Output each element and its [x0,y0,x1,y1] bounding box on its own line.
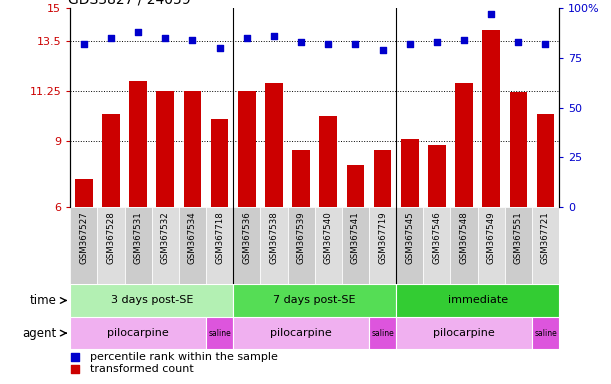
Bar [428,145,445,207]
Point [541,41,551,47]
Point [296,38,306,45]
Text: GSM367546: GSM367546 [433,211,441,264]
Text: saline: saline [371,329,394,338]
Bar [211,119,229,207]
Point [269,33,279,39]
Text: GSM367527: GSM367527 [79,211,89,264]
Bar [369,207,396,284]
Text: 7 days post-SE: 7 days post-SE [273,295,356,306]
Point [188,36,197,43]
Text: transformed count: transformed count [90,364,194,374]
Text: GSM367538: GSM367538 [269,211,279,264]
Bar [102,114,120,207]
Bar [532,207,559,284]
Bar [238,91,255,207]
Point [70,366,80,372]
Text: GDS3827 / 24059: GDS3827 / 24059 [68,0,191,7]
Text: GSM367528: GSM367528 [106,211,115,264]
Bar [396,284,559,317]
Text: GSM367551: GSM367551 [514,211,523,264]
Text: GSM367539: GSM367539 [296,211,306,264]
Text: percentile rank within the sample: percentile rank within the sample [90,352,277,362]
Point [459,36,469,43]
Bar [423,207,450,284]
Point [106,35,116,41]
Text: GSM367548: GSM367548 [459,211,469,264]
Bar [130,81,147,207]
Point [79,41,89,47]
Text: GSM367549: GSM367549 [487,211,496,264]
Point [378,46,387,53]
Bar [70,284,233,317]
Text: GSM367540: GSM367540 [324,211,333,264]
Text: pilocarpine: pilocarpine [433,328,495,338]
Text: agent: agent [23,327,57,339]
Bar [292,150,310,207]
Text: saline: saline [208,329,231,338]
Text: pilocarpine: pilocarpine [108,328,169,338]
Bar [455,83,473,207]
Bar [320,116,337,207]
Bar [206,317,233,349]
Bar [315,207,342,284]
Text: GSM367531: GSM367531 [134,211,142,264]
Text: GSM367719: GSM367719 [378,211,387,264]
Bar [346,165,364,207]
Text: GSM367721: GSM367721 [541,211,550,264]
Bar [184,91,201,207]
Bar [265,83,283,207]
Point [70,354,80,360]
Point [486,11,496,17]
Point [513,38,523,45]
Point [351,41,360,47]
Text: time: time [30,294,57,307]
Point [432,38,442,45]
Bar [233,317,369,349]
Point [323,41,333,47]
Bar [233,284,396,317]
Bar [260,207,288,284]
Text: GSM367532: GSM367532 [161,211,170,264]
Bar [482,30,500,207]
Bar [179,207,206,284]
Bar [396,317,532,349]
Point [214,45,224,51]
Bar [233,207,260,284]
Bar [70,317,206,349]
Bar [369,317,396,349]
Bar [510,92,527,207]
Text: 3 days post-SE: 3 days post-SE [111,295,193,306]
Bar [478,207,505,284]
Bar [532,317,559,349]
Bar [70,207,97,284]
Bar [505,207,532,284]
Bar [152,207,179,284]
Bar [396,207,423,284]
Text: GSM367718: GSM367718 [215,211,224,264]
Point [405,41,415,47]
Bar [156,91,174,207]
Point [242,35,252,41]
Point [133,28,143,35]
Text: pilocarpine: pilocarpine [270,328,332,338]
Text: GSM367536: GSM367536 [243,211,251,264]
Text: saline: saline [534,329,557,338]
Bar [75,179,93,207]
Text: GSM367534: GSM367534 [188,211,197,264]
Bar [374,150,392,207]
Bar [450,207,478,284]
Bar [536,114,554,207]
Point [161,35,170,41]
Bar [97,207,125,284]
Bar [206,207,233,284]
Text: GSM367545: GSM367545 [405,211,414,264]
Bar [288,207,315,284]
Bar [125,207,152,284]
Bar [401,139,419,207]
Bar [342,207,369,284]
Text: GSM367541: GSM367541 [351,211,360,264]
Text: immediate: immediate [447,295,508,306]
